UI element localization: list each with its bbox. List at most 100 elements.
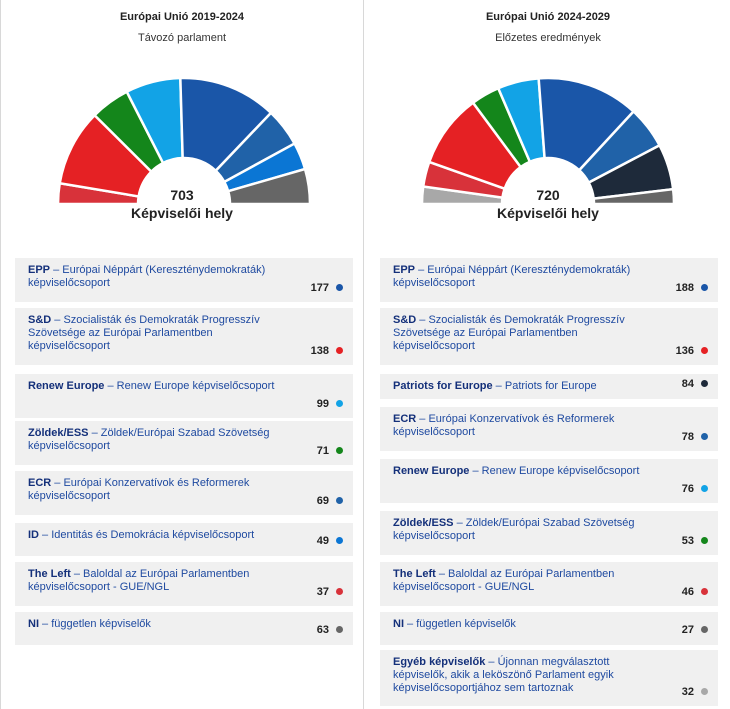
party-row-id: ID – Identitás és Demokrácia képviselőcs… (15, 523, 353, 556)
party-abbreviation: Zöldek/ESS (28, 427, 89, 439)
party-row-zoldek-ess: Zöldek/ESS – Zöldek/Európai Szabad Szöve… (15, 421, 353, 465)
seat-count: 78 (681, 431, 694, 443)
separator: – (88, 427, 101, 439)
party-abbreviation: EPP (28, 264, 51, 276)
party-color-dot (701, 380, 708, 387)
party-row-ni: NI – független képviselők 63 (15, 612, 353, 645)
party-name: Újonnan megválasztott képviselők, akik a… (393, 656, 614, 694)
hemicycle-chart (56, 76, 312, 206)
party-description: The Left – Baloldal az Európai Parlament… (28, 568, 293, 594)
party-description: ECR – Európai Konzervatívok és Reformere… (393, 413, 658, 439)
seat-count: 84 (681, 378, 694, 390)
chart-subtitle: Előzetes eredmények (495, 32, 601, 44)
separator: – (39, 618, 52, 630)
party-name: független képviselők (416, 618, 516, 630)
hemicycle-slice-ni (592, 187, 676, 206)
party-name: Európai Néppárt (Kereszténydemokraták) k… (393, 264, 631, 289)
party-color-dot (701, 626, 708, 633)
separator: – (435, 568, 449, 580)
party-row-renew-europe: Renew Europe – Renew Europe képviselőcso… (380, 459, 718, 503)
seat-count: 136 (675, 345, 694, 357)
party-name: Szocialisták és Demokraták Progresszív S… (393, 314, 625, 352)
party-row-ecr: ECR – Európai Konzervatívok és Reformere… (380, 407, 718, 451)
chart-subtitle: Távozó parlament (137, 32, 227, 44)
hemicycle-slice-ni (226, 167, 312, 206)
separator: – (51, 314, 64, 326)
seat-total: 703 (170, 187, 194, 203)
party-name: Zöldek/Európai Szabad Szövetség képvisel… (393, 517, 635, 542)
party-name: független képviselők (51, 618, 151, 630)
party-color-dot (701, 688, 708, 695)
separator: – (51, 477, 64, 489)
party-description: EPP – Európai Néppárt (Kereszténydemokra… (393, 264, 658, 290)
party-row-s-d: S&D – Szocialisták és Demokraták Progres… (380, 308, 718, 365)
party-abbreviation: ID (28, 529, 39, 541)
party-row-epp: EPP – Európai Néppárt (Kereszténydemokra… (380, 258, 718, 302)
chart-panel-2024: Európai Unió 2024-2029 Előzetes eredmény… (366, 0, 730, 709)
party-name: Patriots for Europe (504, 380, 597, 392)
party-description: Renew Europe – Renew Europe képviselőcso… (393, 465, 658, 478)
party-row-renew-europe: Renew Europe – Renew Europe képviselőcso… (15, 374, 353, 418)
seat-count: 37 (316, 586, 329, 598)
party-description: ID – Identitás és Demokrácia képviselőcs… (28, 529, 293, 542)
party-row-the-left: The Left – Baloldal az Európai Parlament… (380, 562, 718, 606)
party-abbreviation: EPP (393, 264, 416, 276)
party-description: Renew Europe – Renew Europe képviselőcso… (28, 380, 293, 393)
separator: – (415, 264, 428, 276)
seat-count: 27 (681, 624, 694, 636)
hemicycle-chart (420, 76, 676, 206)
separator: – (39, 529, 52, 541)
party-row-ecr: ECR – Európai Konzervatívok és Reformere… (15, 471, 353, 515)
separator: – (70, 568, 84, 580)
party-name: Baloldal az Európai Parlamentben képvise… (393, 568, 615, 593)
party-description: S&D – Szocialisták és Demokraták Progres… (393, 314, 658, 353)
separator: – (416, 413, 429, 425)
party-color-dot (701, 485, 708, 492)
party-description: Egyéb képviselők – Újonnan megválasztott… (393, 656, 658, 695)
party-description: The Left – Baloldal az Európai Parlament… (393, 568, 658, 594)
party-name: Baloldal az Európai Parlamentben képvise… (28, 568, 250, 593)
separator: – (485, 656, 498, 668)
party-color-dot (701, 433, 708, 440)
separator: – (453, 517, 466, 529)
party-color-dot (336, 400, 343, 407)
party-color-dot (336, 284, 343, 291)
separator: – (492, 380, 505, 392)
seat-count: 49 (316, 535, 329, 547)
party-name: Renew Europe képviselőcsoport (116, 380, 275, 392)
party-abbreviation: NI (393, 618, 404, 630)
party-row-egyeb-kepviselok: Egyéb képviselők – Újonnan megválasztott… (380, 650, 718, 706)
seat-count: 46 (681, 586, 694, 598)
party-row-zoldek-ess: Zöldek/ESS – Zöldek/Európai Szabad Szöve… (380, 511, 718, 555)
party-color-dot (336, 537, 343, 544)
party-color-dot (336, 497, 343, 504)
separator: – (50, 264, 63, 276)
party-color-dot (336, 347, 343, 354)
party-abbreviation: NI (28, 618, 39, 630)
party-row-s-d: S&D – Szocialisták és Demokraták Progres… (15, 308, 353, 365)
party-color-dot (701, 347, 708, 354)
party-abbreviation: Patriots for Europe (393, 380, 493, 392)
party-abbreviation: Renew Europe (393, 465, 470, 477)
party-description: ECR – Európai Konzervatívok és Reformere… (28, 477, 293, 503)
party-row-the-left: The Left – Baloldal az Európai Parlament… (15, 562, 353, 606)
seat-count: 63 (316, 624, 329, 636)
seat-total-label: Képviselői hely (497, 205, 599, 221)
party-description: EPP – Európai Néppárt (Kereszténydemokra… (28, 264, 293, 290)
party-abbreviation: S&D (28, 314, 52, 326)
seat-count: 138 (310, 345, 329, 357)
seat-count: 69 (316, 495, 329, 507)
party-description: NI – független képviselők (28, 618, 293, 631)
separator: – (404, 618, 417, 630)
party-abbreviation: S&D (393, 314, 417, 326)
party-row-patriots-for-europe: Patriots for Europe – Patriots for Europ… (380, 374, 718, 399)
party-color-dot (336, 447, 343, 454)
party-name: Renew Europe képviselőcsoport (481, 465, 640, 477)
party-description: NI – független képviselők (393, 618, 658, 631)
party-color-dot (701, 537, 708, 544)
seat-count: 53 (681, 535, 694, 547)
party-color-dot (701, 284, 708, 291)
party-description: S&D – Szocialisták és Demokraták Progres… (28, 314, 293, 353)
seat-count: 71 (316, 445, 329, 457)
seat-count: 32 (681, 686, 694, 698)
